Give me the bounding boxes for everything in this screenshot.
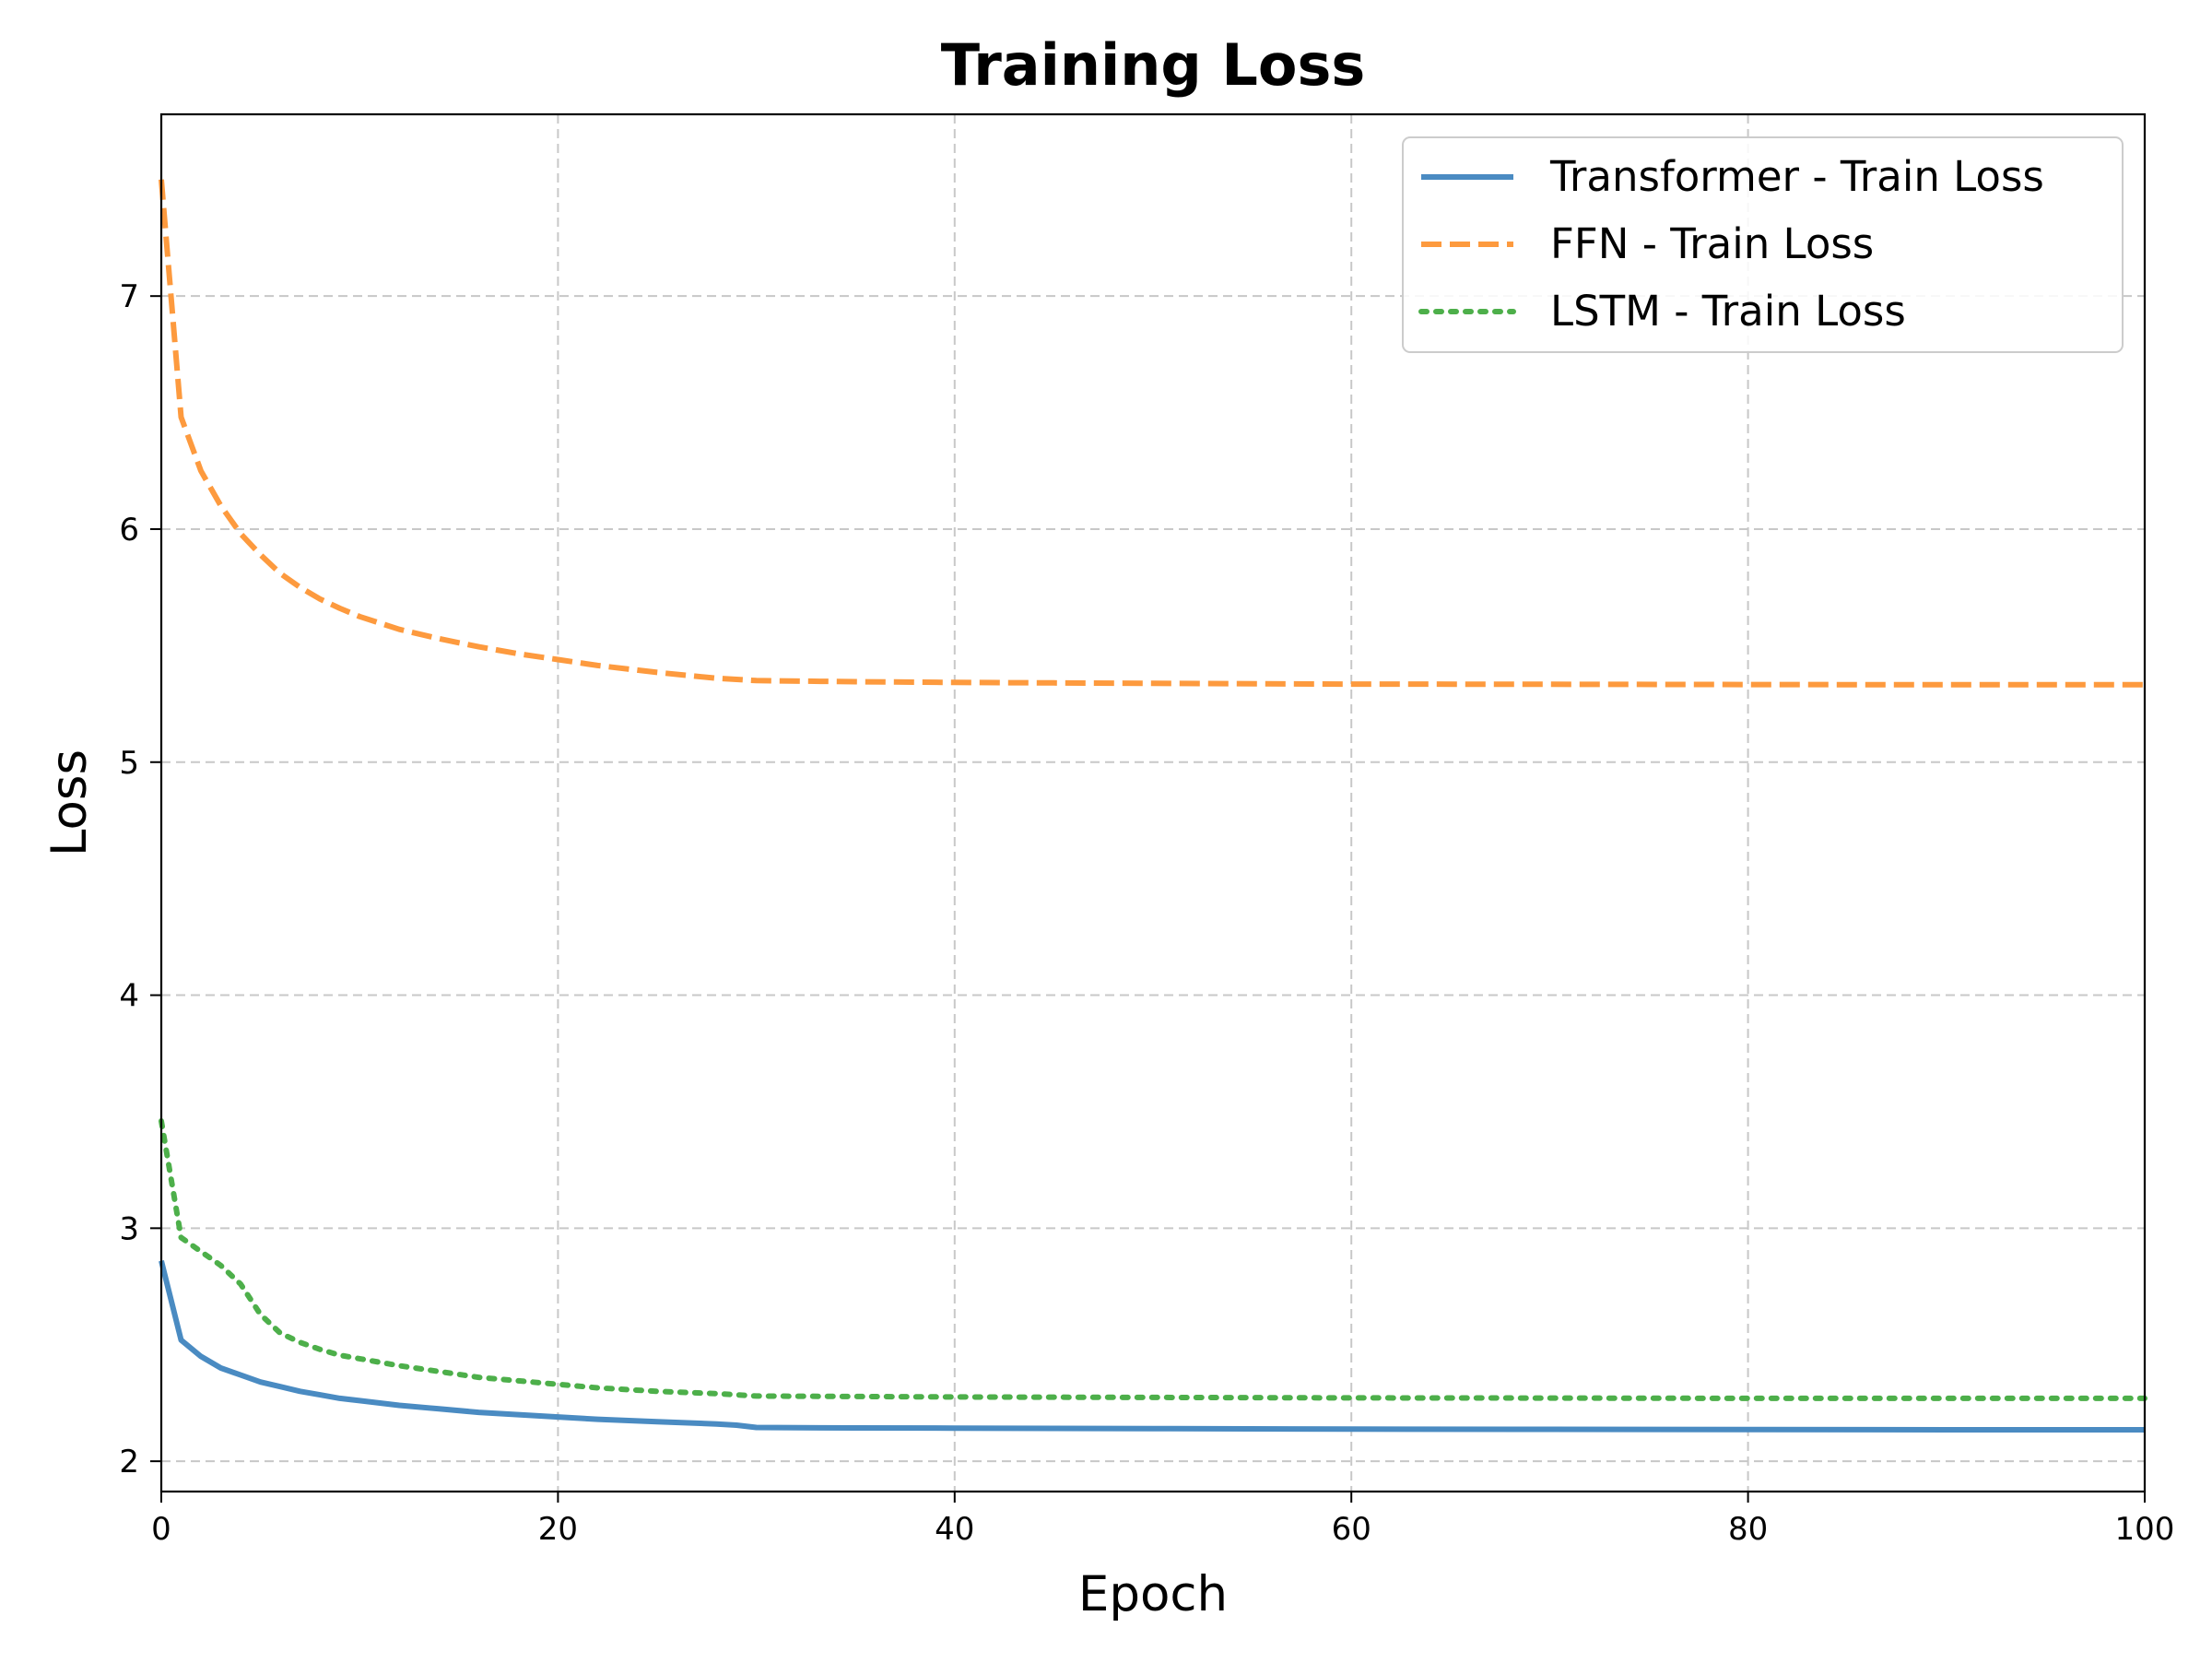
x-tick-label: 20 xyxy=(538,1511,578,1548)
x-tick-label: 40 xyxy=(935,1511,974,1548)
y-tick-label: 6 xyxy=(119,512,139,548)
legend-label-2: FFN - Train Loss xyxy=(1550,219,1874,268)
legend-label-3: LSTM - Train Loss xyxy=(1550,287,1906,336)
series-group xyxy=(159,179,2147,1433)
plot-frame xyxy=(159,112,2147,1493)
series-line-3 xyxy=(159,1118,2147,1401)
axis-ticks: 0 20 40 60 80 100 2 3 4 5 6 7 xyxy=(119,278,2174,1548)
y-tick-label: 5 xyxy=(119,745,139,782)
x-tick-label: 100 xyxy=(2115,1511,2175,1548)
x-tick-label: 60 xyxy=(1332,1511,1371,1548)
series-line-1 xyxy=(159,1259,2145,1433)
chart-title: Training Loss xyxy=(941,31,1366,99)
y-tick-label: 2 xyxy=(119,1444,139,1480)
y-tick-label: 7 xyxy=(119,278,139,315)
legend-label-1: Transformer - Train Loss xyxy=(1549,152,2044,201)
x-axis-label: Epoch xyxy=(1078,1566,1228,1622)
x-tick-label: 80 xyxy=(1728,1511,1768,1548)
y-tick-label: 3 xyxy=(119,1210,139,1247)
y-tick-label: 4 xyxy=(119,978,139,1015)
legend: Transformer - Train Loss FFN - Train Loss… xyxy=(1402,136,2124,353)
series-line-2 xyxy=(159,179,2145,688)
y-axis-label: Loss xyxy=(41,749,98,856)
x-tick-label: 0 xyxy=(151,1511,171,1548)
legend-box xyxy=(1402,136,2124,353)
